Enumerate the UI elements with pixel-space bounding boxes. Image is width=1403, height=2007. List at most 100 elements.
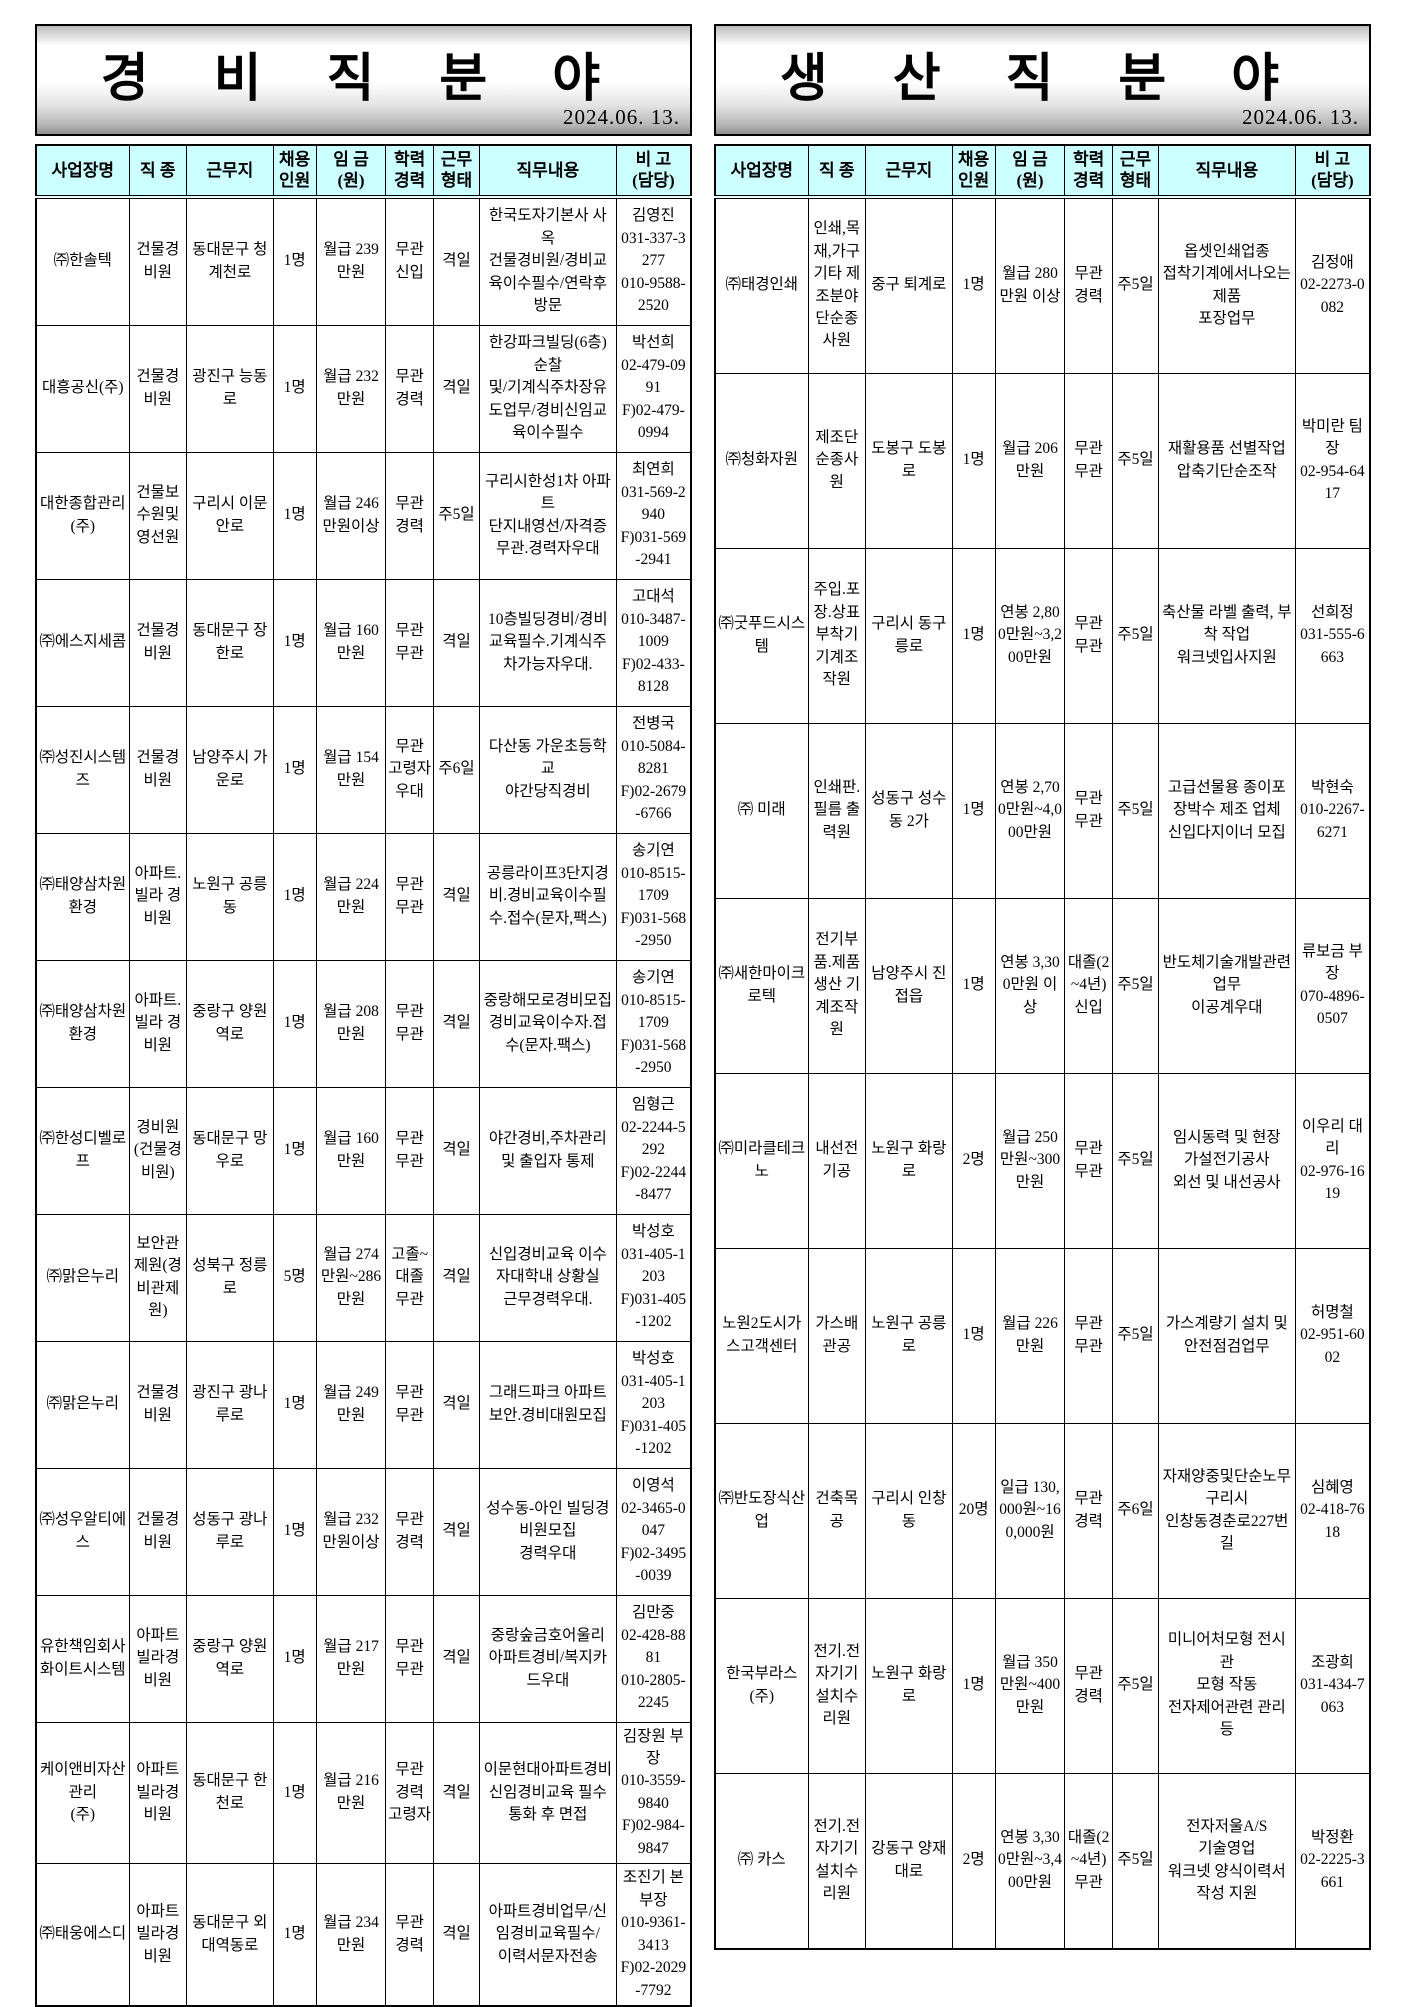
table-cell: 1명: [272, 1863, 317, 2007]
table-cell: 월급 280만원 이상: [994, 196, 1066, 374]
table-cell: 무관 경력: [385, 451, 435, 580]
table-cell: 1명: [272, 324, 317, 453]
table-cell: 야간경비,주차관리 및 출입자 통제: [478, 1086, 617, 1215]
table-cell: 경비원(건물경비원): [128, 1086, 188, 1215]
table-cell: 김영진 031-337-3277 010-9588-2520: [615, 196, 692, 326]
table-cell: 공릉라이프3단지경비.경비교육이수필수.접수(문자,팩스): [478, 832, 617, 961]
table-cell: 노원구 공릉로: [865, 1247, 953, 1424]
table-cell: 남양주시 진접읍: [865, 897, 953, 1074]
table-cell: 월급 208만원: [315, 959, 387, 1088]
table-cell: 월급 224만원: [315, 832, 387, 961]
column-header: 임 금 (원): [315, 144, 387, 199]
table-cell: 1명: [951, 196, 996, 374]
table-cell: 성수동-아인 빌딩경비원모집 경력우대: [478, 1467, 617, 1596]
table-cell: 무관 무관: [1064, 1072, 1114, 1249]
table-cell: ㈜에스지세콤: [35, 578, 130, 707]
table-cell: 격일: [433, 578, 480, 707]
table-cell: 한국도자기본사 사옥 건물경비원/경비교육이수필수/연락후 방문: [478, 196, 617, 326]
table-cell: 케이앤비자산관리 (주): [35, 1721, 130, 1865]
column-header: 비 고 (담당): [1294, 144, 1371, 199]
table-cell: 주입.포장.상표부착기 기계조작원: [807, 547, 867, 724]
table-cell: 1명: [272, 451, 317, 580]
column-header: 비 고 (담당): [615, 144, 692, 199]
table-cell: 주5일: [1112, 1597, 1159, 1774]
table-cell: 노원2도시가스고객센터: [714, 1247, 809, 1424]
table-cell: 격일: [433, 1213, 480, 1342]
table-row: ㈜성진시스템즈 건물경비원 남양주시 가운로 1명 월급 154만원 무관 고령자우대 주6…: [35, 705, 692, 834]
table-cell: 내선전기공: [807, 1072, 867, 1249]
table-cell: 월급 249만원: [315, 1340, 387, 1469]
production-table-body: ㈜태경인쇄 인쇄,목재,가구 기타 제조분야 단순종사원 중구 퇴계로 1명 월급 28…: [714, 196, 1371, 1949]
table-cell: 월급 232만원이상: [315, 1467, 387, 1596]
table-cell: 주5일: [1112, 1247, 1159, 1424]
table-cell: 송기연 010-8515-1709 F)031-568-2950: [615, 959, 692, 1088]
production-section-date: 2024.06. 13.: [1242, 105, 1359, 129]
table-cell: 박현숙 010-2267-6271: [1294, 722, 1371, 899]
table-header-row: 사업장명 직 종 근무지 채용 인원 임 금 (원) 학력 경력 근무 형태 직무내용 비 고 …: [714, 144, 1371, 199]
table-cell: ㈜굿푸드시스템: [714, 547, 809, 724]
table-row: 케이앤비자산관리 (주) 아파트빌라경비원 동대문구 한천로 1명 월급 216만원 무관…: [35, 1721, 692, 1865]
table-cell: ㈜태웅에스디: [35, 1863, 130, 2007]
table-cell: 전기.전자기기 설치수리원: [807, 1597, 867, 1774]
table-cell: 격일: [433, 1721, 480, 1865]
table-row: 유한책임회사 화이트시스템 아파트빌라경비원 중랑구 양원역로 1명 월급 217만원 무…: [35, 1594, 692, 1723]
table-cell: 김만중 02-428-8881 010-2805-2245: [615, 1594, 692, 1723]
table-cell: 건축목공: [807, 1422, 867, 1599]
table-cell: ㈜태양삼차원환경: [35, 832, 130, 961]
table-cell: 격일: [433, 324, 480, 453]
table-cell: 격일: [433, 1594, 480, 1723]
table-cell: 고졸~대졸 무관: [385, 1213, 435, 1342]
production-section-banner: 생 산 직 분 야 2024.06. 13.: [714, 24, 1371, 136]
table-cell: 박정환 02-2225-3661: [1294, 1772, 1371, 1949]
table-cell: 중구 퇴계로: [865, 196, 953, 374]
table-cell: 가스계량기 설치 및 안전점검업무: [1157, 1247, 1296, 1424]
column-header: 채용 인원: [951, 144, 996, 199]
table-cell: 신입경비교육 이수자대학내 상황실 근무경력우대.: [478, 1213, 617, 1342]
table-cell: 고급선물용 종이포장박수 제조 업체 신입다지이너 모집: [1157, 722, 1296, 899]
table-cell: 중랑구 양원역로: [186, 959, 274, 1088]
table-cell: 대한종합관리 (주): [35, 451, 130, 580]
table-cell: ㈜ 카스: [714, 1772, 809, 1949]
table-cell: 조광희 031-434-7063: [1294, 1597, 1371, 1774]
table-cell: 구리시한성1차 아파트 단지내영선/자격증무관.경력자우대: [478, 451, 617, 580]
table-cell: 아파트빌라경비원: [128, 1863, 188, 2007]
table-cell: 전기.전자기기 설치수리원: [807, 1772, 867, 1949]
table-cell: 대흥공신(주): [35, 324, 130, 453]
table-cell: 무관 무관: [1064, 372, 1114, 549]
column-header: 근무 형태: [433, 144, 480, 199]
table-cell: ㈜맑은누리: [35, 1340, 130, 1469]
table-cell: 재활용품 선별작업 압축기단순조작: [1157, 372, 1296, 549]
table-cell: 광진구 능동로: [186, 324, 274, 453]
table-cell: 다산동 가운초등학교 야간당직경비: [478, 705, 617, 834]
table-cell: 건물경비원: [128, 196, 188, 326]
table-cell: 10층빌딩경비/경비교육필수.기계식주차가능자우대.: [478, 578, 617, 707]
table-cell: 건물경비원: [128, 578, 188, 707]
table-cell: 성동구 광나루로: [186, 1467, 274, 1596]
table-row: ㈜한솔텍 건물경비원 동대문구 청계천로 1명 월급 239만원 무관 신입 격일 한국도자기…: [35, 196, 692, 326]
table-cell: 격일: [433, 1086, 480, 1215]
table-cell: 월급 226만원: [994, 1247, 1066, 1424]
table-cell: 옵셋인쇄업종 접착기계에서나오는 제품 포장업무: [1157, 196, 1296, 374]
table-cell: 무관 무관: [385, 1340, 435, 1469]
table-cell: 연봉 3,300만원 이상: [994, 897, 1066, 1074]
table-cell: 미니어처모형 전시관 모형 작동 전자제어관련 관리등: [1157, 1597, 1296, 1774]
table-cell: 1명: [272, 1340, 317, 1469]
table-cell: 구리시 이문안로: [186, 451, 274, 580]
table-cell: 박성호 031-405-1203 F)031-405-1202: [615, 1213, 692, 1342]
table-row: ㈜ 미래 인쇄판.필름 출력원 성동구 성수동 2가 1명 연봉 2,700만원~4,0…: [714, 722, 1371, 899]
table-cell: 격일: [433, 196, 480, 326]
table-cell: 1명: [951, 897, 996, 1074]
table-cell: 최연희 031-569-2940 F)031-569-2941: [615, 451, 692, 580]
security-table-header: 사업장명 직 종 근무지 채용 인원 임 금 (원) 학력 경력 근무 형태 직무내용 비 고 …: [35, 144, 692, 199]
column-header: 사업장명: [35, 144, 130, 199]
table-cell: 중랑해모로경비모집 경비교육이수자.접수(문자.팩스): [478, 959, 617, 1088]
table-cell: 월급 232만원: [315, 324, 387, 453]
table-cell: ㈜맑은누리: [35, 1213, 130, 1342]
table-cell: 1명: [272, 705, 317, 834]
table-cell: 무관 경력: [385, 1467, 435, 1596]
table-cell: 무관 무관: [385, 959, 435, 1088]
table-cell: 주5일: [1112, 372, 1159, 549]
table-row: ㈜새한마이크로텍 전기부품.제품생산 기계조작원 남양주시 진접읍 1명 연봉 3,30…: [714, 897, 1371, 1074]
column-header: 근무 형태: [1112, 144, 1159, 199]
